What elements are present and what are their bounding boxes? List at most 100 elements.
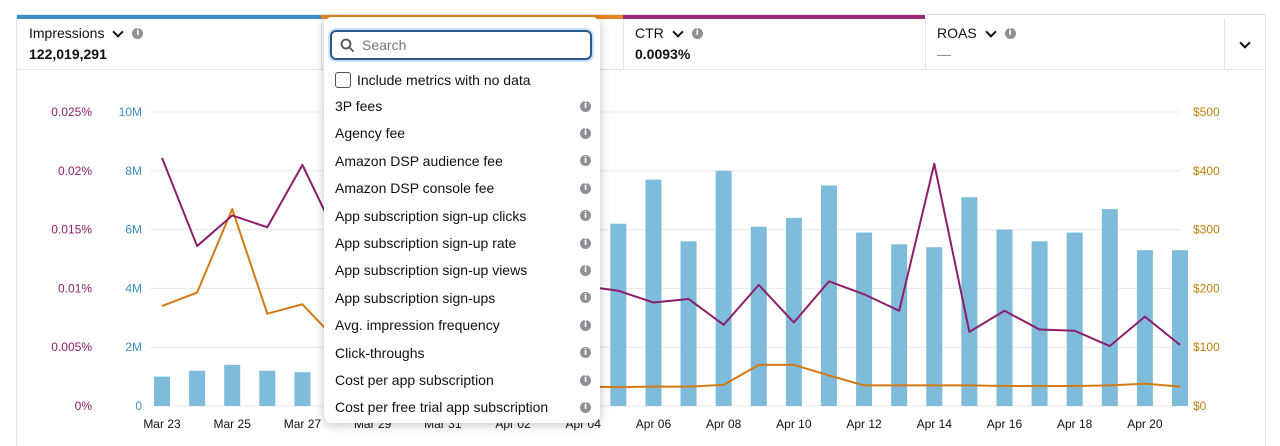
metric-name: Impressions [29,25,105,41]
info-icon[interactable]: i [580,374,591,386]
metric-tile-impressions[interactable]: Impressions i 122,019,291 [17,15,321,69]
info-icon[interactable]: i [580,347,591,359]
metric-option-label: Amazon DSP audience fee [335,152,503,169]
info-icon[interactable]: i [580,210,591,222]
info-icon[interactable]: i [580,127,591,139]
y-tick-label-ctr: 0.005% [51,340,92,354]
impressions-bar [820,185,837,406]
metric-value: 122,019,291 [29,46,107,62]
metrics-chart-panel: Impressions i 122,019,291 CTR i 0.0093% RO… [16,14,1266,446]
metric-value: — [937,46,951,62]
x-tick-label: Apr 10 [776,417,812,431]
x-tick-label: Apr 14 [917,417,953,431]
metric-option[interactable]: App subscription sign-up views i [335,259,591,281]
header-divider [17,69,1265,70]
info-icon[interactable]: i [580,264,591,276]
metric-option[interactable]: Agency fee i [335,122,591,144]
x-tick-label: Apr 12 [846,417,882,431]
info-icon[interactable]: i [580,155,591,167]
y-tick-label-ctr: 0.01% [58,281,92,295]
x-tick-label: Apr 16 [987,417,1023,431]
y-tick-label-cost: $400 [1193,164,1220,178]
metric-option[interactable]: Avg. impression frequency i [335,314,591,336]
x-tick-label: Mar 25 [214,417,252,431]
metric-option-label: App subscription sign-ups [335,289,496,306]
info-icon[interactable]: i [1004,27,1016,39]
search-input[interactable] [360,36,564,54]
impressions-bar [224,364,241,406]
metric-option-label: Click-throughs [335,344,425,361]
metric-option[interactable]: App subscription sign-up rate i [335,232,591,254]
x-tick-label: Mar 23 [143,417,181,431]
impressions-bar [750,226,767,406]
y-tick-label-ctr: 0.015% [51,223,92,237]
metric-option-label: Cost per app subscription [335,372,494,388]
search-box[interactable] [330,30,592,60]
metric-option[interactable]: Cost per app subscription i [335,369,591,391]
impressions-bar [1066,232,1083,406]
metric-option[interactable]: Amazon DSP console fee i [335,177,591,199]
info-icon[interactable]: i [580,237,591,249]
include-no-data-checkbox-row[interactable]: Include metrics with no data [335,72,531,88]
info-icon[interactable]: i [691,27,703,39]
info-icon[interactable]: i [132,27,144,39]
metric-option-label: App subscription sign-up clicks [335,207,527,224]
search-icon [340,38,354,52]
impressions-bar [856,232,873,406]
y-tick-label-ctr: 0.02% [58,164,92,178]
metric-option-label: Cost per free trial app subscription [335,399,549,416]
metric-selector-dropdown: Include metrics with no data 3P feesiAge… [324,17,600,423]
metric-tile-ctr[interactable]: CTR i 0.0093% [623,15,925,69]
impressions-bar [961,197,978,406]
metric-value: 0.0093% [635,46,691,62]
info-icon[interactable]: i [580,401,591,413]
expand-metrics-button[interactable] [1224,19,1265,69]
y-tick-label-ctr: 0.025% [51,105,92,119]
metric-option[interactable]: App subscription sign-ups i [335,287,591,309]
info-icon[interactable]: i [580,182,591,194]
x-tick-label: Apr 20 [1127,417,1163,431]
impressions-bar [1136,250,1153,406]
metric-name: CTR [635,25,664,41]
impressions-bar [996,229,1013,406]
impressions-bar [926,247,943,406]
x-tick-label: Apr 08 [706,417,742,431]
metric-option[interactable]: 3P fees i [335,95,591,117]
metric-option[interactable]: Amazon DSP audience fee i [335,150,591,172]
metric-option[interactable]: Click-throughs i [335,342,591,364]
metric-tile-roas[interactable]: ROAS i — [925,15,1227,69]
metric-option-label: App subscription sign-up rate [335,235,517,251]
y-tick-label-impressions: 2M [125,340,142,354]
impressions-bar [785,217,802,406]
metric-option-label: 3P fees [335,98,383,114]
tile-divider [321,19,322,69]
tile-divider [623,19,624,69]
y-tick-label-cost: $300 [1193,223,1220,237]
metric-option-label: Agency fee [335,125,406,142]
impressions-bar [680,241,697,406]
impressions-bar [154,376,170,406]
include-no-data-label: Include metrics with no data [357,72,531,88]
metric-option-label: App subscription sign-up views [335,262,528,279]
info-icon[interactable]: i [580,319,591,331]
impressions-bar [189,370,206,406]
info-icon[interactable]: i [580,100,591,112]
y-tick-label-impressions: 8M [125,164,142,178]
info-icon[interactable]: i [580,292,591,304]
impressions-bar [715,170,732,406]
metric-option-label: Amazon DSP console fee [335,180,495,197]
metric-name: ROAS [937,25,977,41]
impressions-bar [1101,209,1118,406]
tile-divider [925,19,926,69]
y-tick-label-impressions: 10M [119,105,142,119]
metric-option[interactable]: Cost per free trial app subscription i [335,396,591,418]
impressions-bar [891,244,908,406]
impressions-bar [294,372,311,406]
y-tick-label-impressions: 6M [125,223,142,237]
metric-option[interactable]: App subscription sign-up clicks i [335,205,591,227]
y-tick-label-cost: $100 [1193,340,1220,354]
include-no-data-checkbox[interactable] [335,72,351,88]
x-tick-label: Apr 18 [1057,417,1093,431]
y-tick-label-cost: $200 [1193,281,1220,295]
